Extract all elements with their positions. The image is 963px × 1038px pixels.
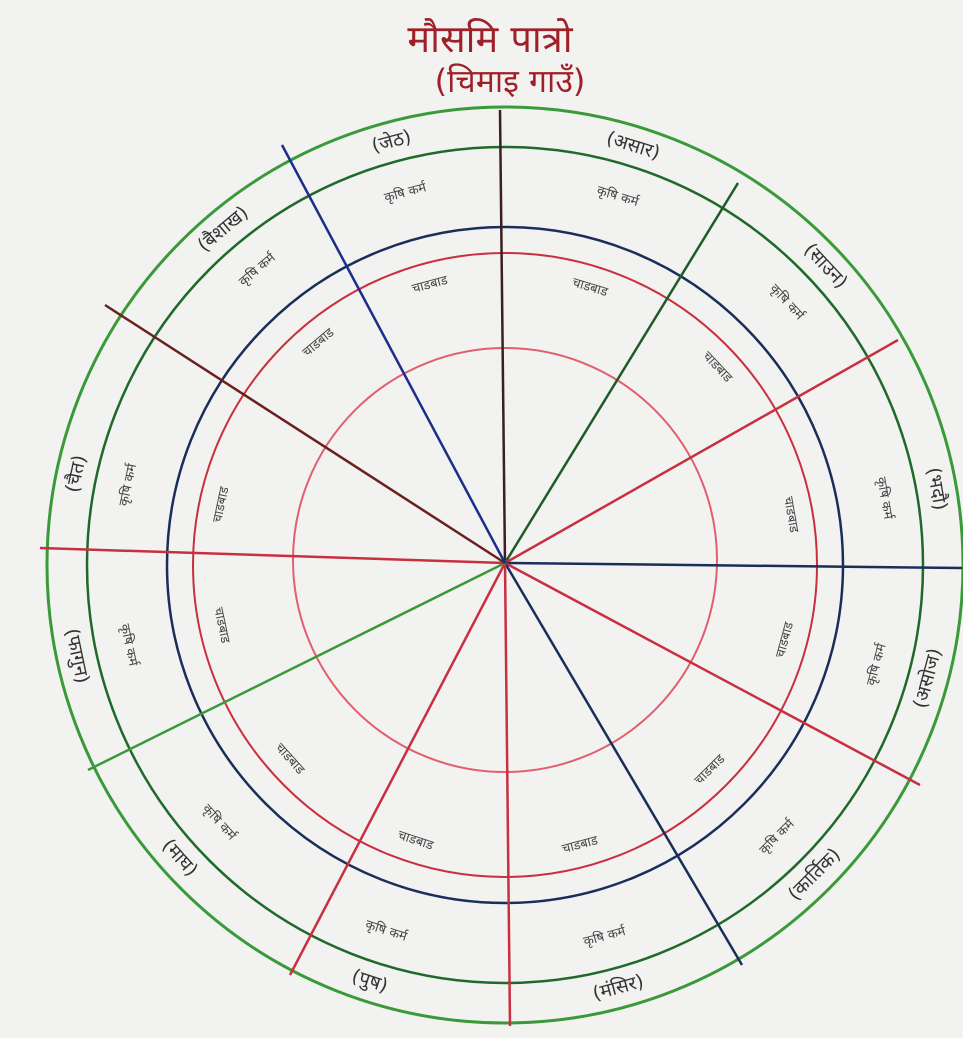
subtitle: (चिमाइ गाउँ)	[435, 62, 586, 100]
title: मौसमि पात्रो	[407, 17, 573, 61]
seasonal-calendar: मौसमि पात्रो (चिमाइ गाउँ) (जेठ)कृषि कर्म…	[0, 0, 963, 1038]
